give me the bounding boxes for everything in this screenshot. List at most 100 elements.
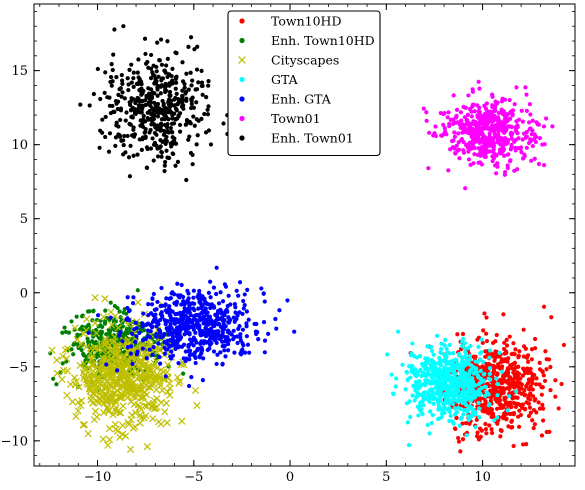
data-point [193,355,198,361]
data-point [187,357,192,362]
data-point [100,408,108,417]
data-point [83,315,91,323]
data-point [469,146,474,151]
data-point [514,402,520,407]
data-point [194,142,199,147]
data-point [223,284,229,289]
data-point [421,373,426,378]
data-point [91,308,96,313]
data-point [130,361,135,366]
data-point [483,427,489,432]
data-point [412,367,418,372]
data-point [85,309,91,314]
data-point [262,350,267,355]
data-point [186,342,191,348]
data-point [500,96,505,101]
data-point [528,391,533,396]
data-point [169,73,174,79]
data-point [111,420,120,429]
data-point [106,149,112,154]
data-point [441,122,446,127]
data-point [182,81,187,87]
data-point [277,308,282,313]
data-point [175,159,181,164]
data-point [436,402,441,407]
data-point [506,424,511,429]
data-point [115,305,120,311]
data-point [117,394,126,402]
data-point [174,91,179,96]
data-point [63,367,72,375]
data-point [119,72,124,78]
data-point [126,445,135,454]
data-point [439,346,444,352]
data-point [439,381,444,386]
data-point [105,436,114,444]
data-point [292,329,297,334]
data-point [508,116,513,121]
data-point [241,306,246,311]
data-point [547,429,552,434]
data-point [104,332,109,337]
data-point [66,330,72,335]
data-point [182,323,188,328]
data-point [79,314,85,319]
data-point [120,78,125,83]
data-point [118,108,124,113]
data-point [200,304,205,309]
data-point [106,328,111,333]
data-point [58,375,66,384]
data-point [160,76,165,81]
y-tick-label: 0 [20,286,28,301]
data-point [196,80,201,85]
data-point [107,382,115,390]
data-point [424,378,430,383]
data-point [147,347,152,352]
data-point [183,349,188,354]
data-point [458,110,464,115]
data-point [172,111,177,116]
data-point [165,122,170,127]
data-point [155,154,161,159]
data-point [476,127,481,132]
legend-item: GTA [239,72,299,87]
data-point [470,410,475,415]
data-point [172,103,177,108]
data-point [168,322,173,327]
data-point [482,393,488,399]
data-point [163,419,171,427]
data-point [119,402,127,410]
data-point [242,303,247,308]
data-point [508,131,513,136]
data-point [524,108,529,114]
data-point [195,44,200,49]
data-point [512,102,517,107]
data-point [148,311,154,316]
data-point [530,394,536,399]
data-point [200,92,205,97]
x-tick-label: −10 [84,470,111,485]
data-point [544,367,549,372]
data-point [436,416,441,421]
data-point [107,103,113,108]
data-point [468,404,474,410]
data-point [70,374,79,382]
data-point [80,371,88,380]
data-point [150,70,155,75]
data-point [470,87,475,92]
data-point [102,90,107,95]
data-point [464,143,469,148]
data-point [129,331,135,336]
data-point [442,353,447,358]
data-point [502,340,507,345]
data-point [156,74,161,79]
data-point [498,135,503,140]
data-point [510,425,515,430]
data-point [461,412,466,417]
data-point [520,442,526,447]
data-point [486,403,491,408]
data-point [188,150,194,156]
data-point [432,380,437,385]
data-point [158,312,163,317]
data-point [418,367,423,372]
